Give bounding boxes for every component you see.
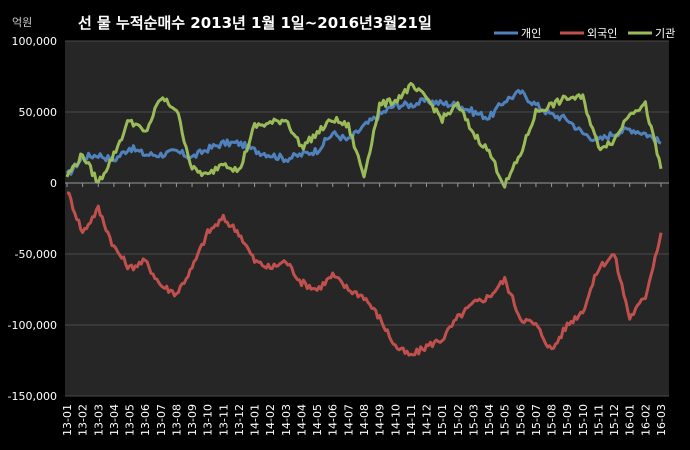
- x-tick-label: 13-07: [155, 404, 168, 436]
- x-tick-label: 13-04: [108, 404, 121, 436]
- x-tick-label: 13-10: [202, 404, 215, 436]
- x-tick-label: 14-03: [280, 404, 293, 436]
- x-tick-label: 15-10: [577, 404, 590, 436]
- x-tick-label: 13-01: [61, 404, 74, 436]
- x-tick-label: 15-03: [467, 404, 480, 436]
- series-line-2: [66, 191, 663, 357]
- series-lines: [65, 81, 663, 357]
- x-tick-label: 15-02: [452, 404, 465, 436]
- x-tick-label: 15-01: [436, 404, 449, 436]
- x-tick-label: 15-04: [483, 404, 496, 436]
- x-tick-label: 14-10: [389, 404, 402, 436]
- x-tick-label: 15-07: [530, 404, 543, 436]
- x-tick-label: 13-05: [124, 404, 137, 436]
- x-tick-label: 14-04: [295, 404, 308, 436]
- x-tick-label: 13-11: [217, 404, 230, 436]
- legend-label: 외국인: [587, 27, 617, 40]
- x-tick-label: 15-05: [499, 404, 512, 436]
- x-tick-label: 15-06: [514, 404, 527, 436]
- y-tick-label: -100,000: [8, 319, 57, 332]
- x-tick-label: 13-09: [186, 404, 199, 436]
- legend-label: 개인: [521, 27, 541, 40]
- x-tick-label: 16-01: [624, 404, 637, 436]
- x-tick-label: 14-08: [358, 404, 371, 436]
- x-tick-label: 14-07: [342, 404, 355, 436]
- x-tick-label: 13-08: [170, 404, 183, 436]
- y-tick-label: -150,000: [8, 390, 57, 403]
- x-tick-label: 16-03: [655, 404, 668, 436]
- y-axis-labels: 100,000 50,000 0 -50,000 -100,000 -150,000: [8, 35, 57, 403]
- y-tick-label: 100,000: [12, 35, 58, 48]
- x-tick-label: 14-02: [264, 404, 277, 436]
- x-tick-label: 15-12: [608, 404, 621, 436]
- x-tick-label: 14-06: [327, 404, 340, 436]
- x-tick-label: 14-09: [374, 404, 387, 436]
- x-tick-label: 15-09: [561, 404, 574, 436]
- x-tick-label: 14-05: [311, 404, 324, 436]
- x-tick-label: 15-08: [546, 404, 559, 436]
- x-tick-label: 15-11: [592, 404, 605, 436]
- x-tick-label: 13-12: [233, 404, 246, 436]
- legend-label: 기관: [655, 27, 675, 40]
- x-tick-label: 13-06: [139, 404, 152, 436]
- chart-title: 선 물 누적순매수 2013년 1월 1일~2016년3월21일: [78, 14, 432, 32]
- x-tick-label: 13-02: [77, 404, 90, 436]
- x-tick-label: 14-12: [421, 404, 434, 436]
- x-tick-label: 14-11: [405, 404, 418, 436]
- series-line-3: [65, 81, 663, 189]
- series-line-1: [65, 88, 662, 176]
- x-tick-label: 13-03: [92, 404, 105, 436]
- y-tick-label: -50,000: [15, 248, 57, 261]
- legend: 개인 외국인 기관: [494, 27, 675, 40]
- x-tick-label: 16-02: [639, 404, 652, 436]
- x-axis-labels: 13-01 13-02 13-03 13-04 13-05 13-06 13-07 13-08…: [61, 183, 668, 436]
- x-tick-label: 14-01: [249, 404, 262, 436]
- y-unit-label: 억원: [12, 16, 32, 29]
- y-tick-label: 50,000: [19, 106, 58, 119]
- y-tick-label: 0: [50, 177, 57, 190]
